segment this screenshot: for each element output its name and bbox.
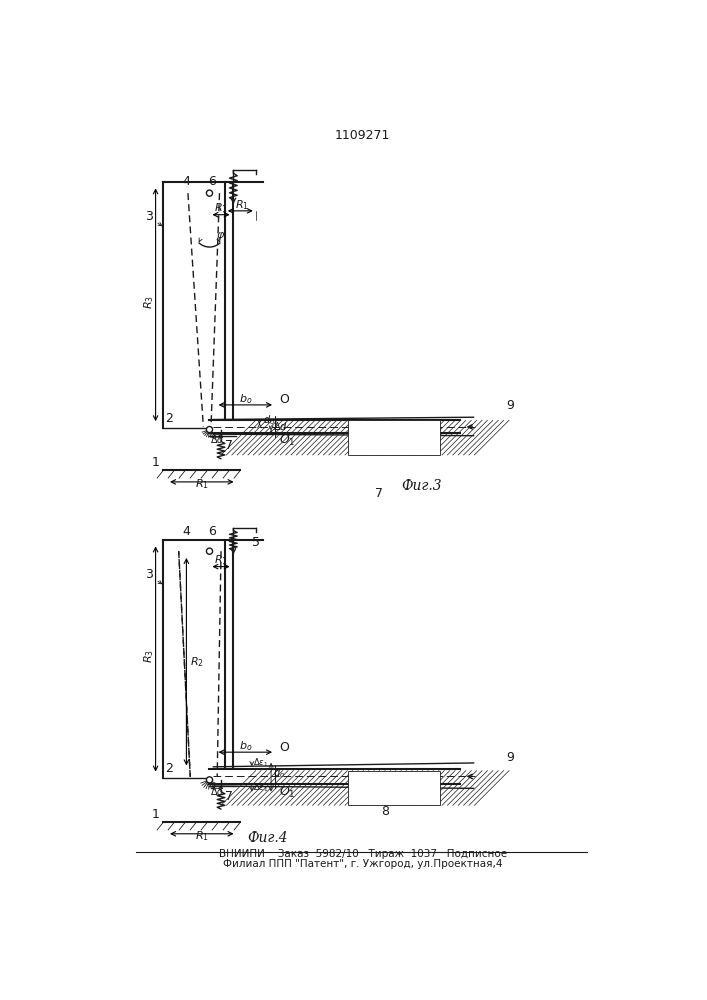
Circle shape <box>206 548 213 554</box>
Text: 3: 3 <box>146 210 153 223</box>
Circle shape <box>206 190 213 196</box>
Text: 1109271: 1109271 <box>335 129 390 142</box>
Text: $d_o$: $d_o$ <box>273 766 285 780</box>
Text: 7: 7 <box>225 790 233 803</box>
Text: $O_1$: $O_1$ <box>279 433 296 448</box>
Text: $R_1$: $R_1$ <box>195 477 209 491</box>
Text: $R_3$: $R_3$ <box>143 295 156 309</box>
Text: 3: 3 <box>146 568 153 581</box>
Text: $R_3$: $R_3$ <box>143 649 156 663</box>
Text: Филиал ППП "Патент", г. Ужгород, ул.Проектная,4: Филиал ППП "Патент", г. Ужгород, ул.Прое… <box>223 859 503 869</box>
Text: $\Delta\varepsilon_1$: $\Delta\varepsilon_1$ <box>253 782 269 794</box>
Text: 4: 4 <box>182 525 190 538</box>
Text: $\Delta d$: $\Delta d$ <box>273 420 288 432</box>
Text: $R_1$: $R_1$ <box>214 201 228 215</box>
Text: $R_2$: $R_2$ <box>190 656 204 669</box>
Circle shape <box>206 426 213 433</box>
Text: 4: 4 <box>182 175 190 188</box>
Text: 5: 5 <box>252 536 260 549</box>
Text: 7: 7 <box>225 439 233 452</box>
Text: O: O <box>279 393 288 406</box>
Text: $b_o$: $b_o$ <box>238 739 252 753</box>
Text: 7: 7 <box>375 487 383 500</box>
Text: 2: 2 <box>165 412 173 425</box>
Text: 6: 6 <box>208 175 216 188</box>
Text: 2: 2 <box>165 762 173 775</box>
Text: $O_1$: $O_1$ <box>279 785 296 800</box>
Text: Фиг.4: Фиг.4 <box>247 831 288 845</box>
Bar <box>348 771 440 805</box>
Bar <box>348 420 440 455</box>
Text: $R_1$: $R_1$ <box>235 198 249 212</box>
Text: 1: 1 <box>152 456 160 470</box>
Text: 9: 9 <box>506 751 514 764</box>
Text: $b_o$: $b_o$ <box>238 392 252 406</box>
Text: $\Delta\delta$: $\Delta\delta$ <box>210 785 224 797</box>
Text: 1: 1 <box>152 808 160 821</box>
Text: $\Delta\varepsilon_1$: $\Delta\varepsilon_1$ <box>253 756 269 769</box>
Text: ВНИИПИ    Заказ  5982/10   Тираж  1037   Подписное: ВНИИПИ Заказ 5982/10 Тираж 1037 Подписно… <box>218 849 507 859</box>
Circle shape <box>206 777 213 783</box>
Text: $R_1$: $R_1$ <box>195 829 209 843</box>
Text: $\varphi$: $\varphi$ <box>216 230 225 242</box>
Text: $d_o$: $d_o$ <box>262 414 274 427</box>
Text: 6: 6 <box>208 525 216 538</box>
Text: O: O <box>279 741 288 754</box>
Text: 9: 9 <box>506 399 514 412</box>
Text: Фиг.3: Фиг.3 <box>401 479 442 493</box>
Text: $\Delta\delta$: $\Delta\delta$ <box>210 433 224 445</box>
Text: $R_1$: $R_1$ <box>214 553 228 567</box>
Text: 8: 8 <box>381 805 389 818</box>
